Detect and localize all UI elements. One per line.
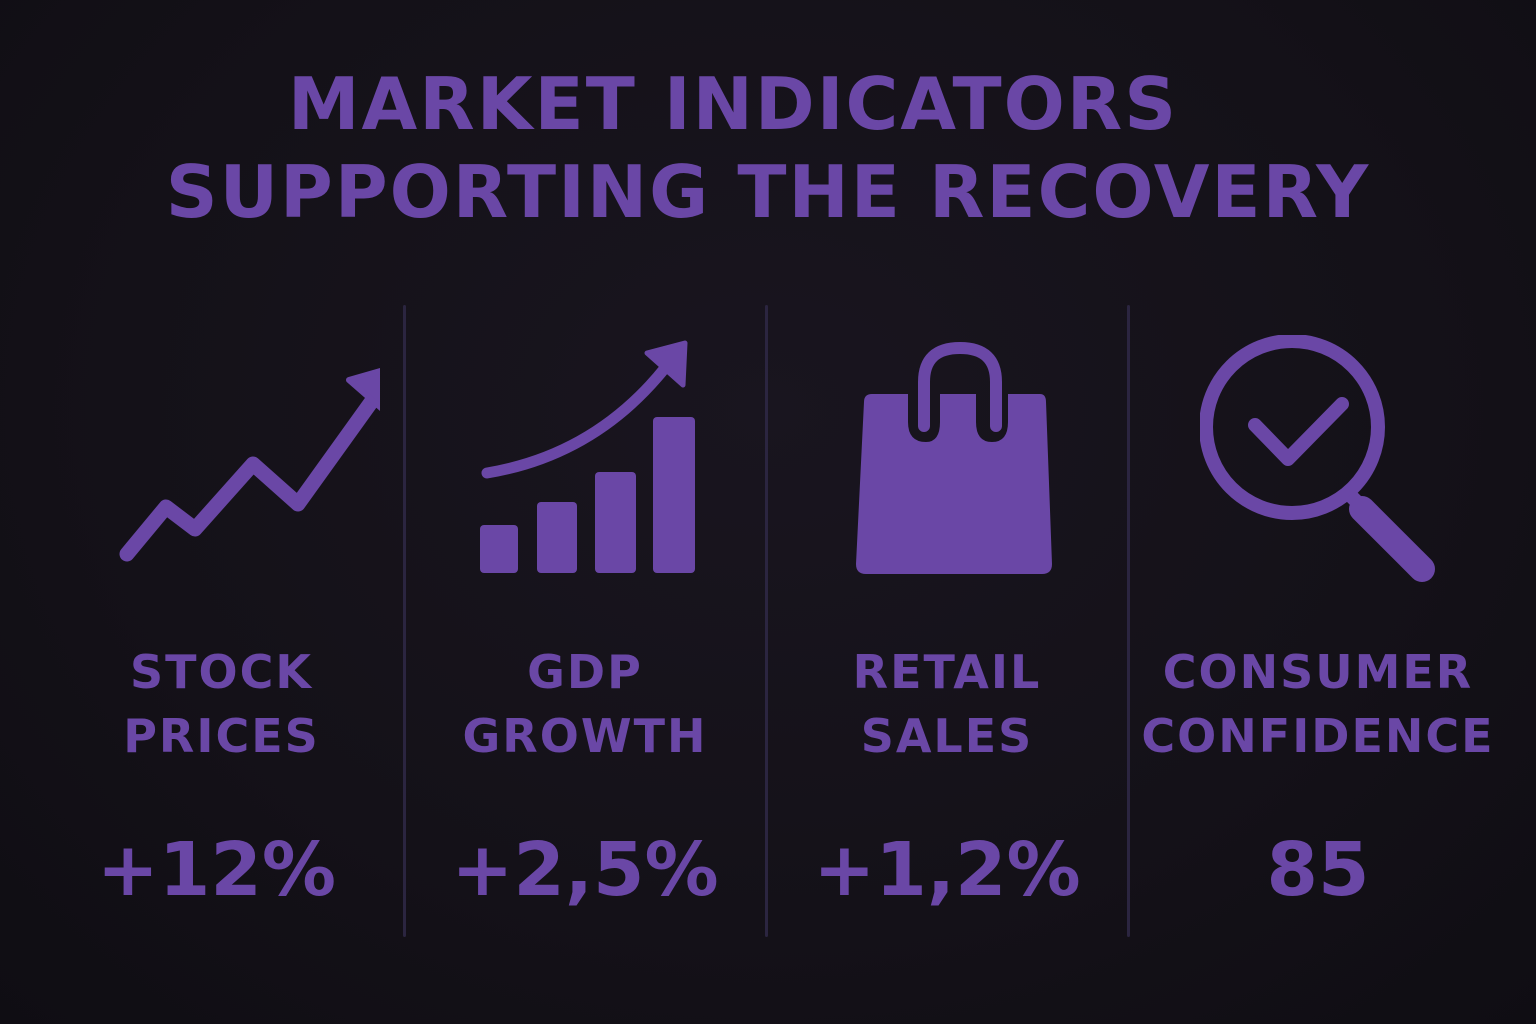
indicator-value: 85 [1266, 827, 1370, 913]
indicator-label: CONSUMER CONFIDENCE [1141, 645, 1495, 763]
indicator-stock-prices: STOCK PRICES +12% [40, 300, 403, 940]
indicator-value: +1,2% [813, 827, 1081, 913]
bar-chart-growth-arrow-icon [480, 340, 695, 573]
column-divider [403, 305, 406, 937]
indicator-label: STOCK PRICES [123, 645, 320, 763]
page-title: MARKET INDICATORS SUPPORTING THE RECOVER… [0, 60, 1536, 236]
indicator-value: +12% [96, 827, 337, 913]
zigzag-trend-up-arrow-icon [119, 368, 380, 562]
column-divider [765, 305, 768, 937]
indicator-label: GDP GROWTH [462, 645, 708, 763]
indicator-retail-sales: RETAIL SALES +1,2% [767, 300, 1127, 940]
magnifier-checkmark-icon [1200, 335, 1435, 582]
indicator-gdp-growth: GDP GROWTH +2,5% [405, 300, 765, 940]
indicator-label: RETAIL SALES [852, 645, 1042, 763]
indicator-consumer-confidence: CONSUMER CONFIDENCE 85 [1130, 300, 1506, 940]
indicator-value: +2,5% [451, 827, 719, 913]
title-line-1: MARKET INDICATORS [287, 62, 1179, 146]
shopping-bag-icon [856, 341, 1052, 574]
title-line-2: SUPPORTING THE RECOVERY [165, 150, 1371, 234]
column-divider [1127, 305, 1130, 937]
